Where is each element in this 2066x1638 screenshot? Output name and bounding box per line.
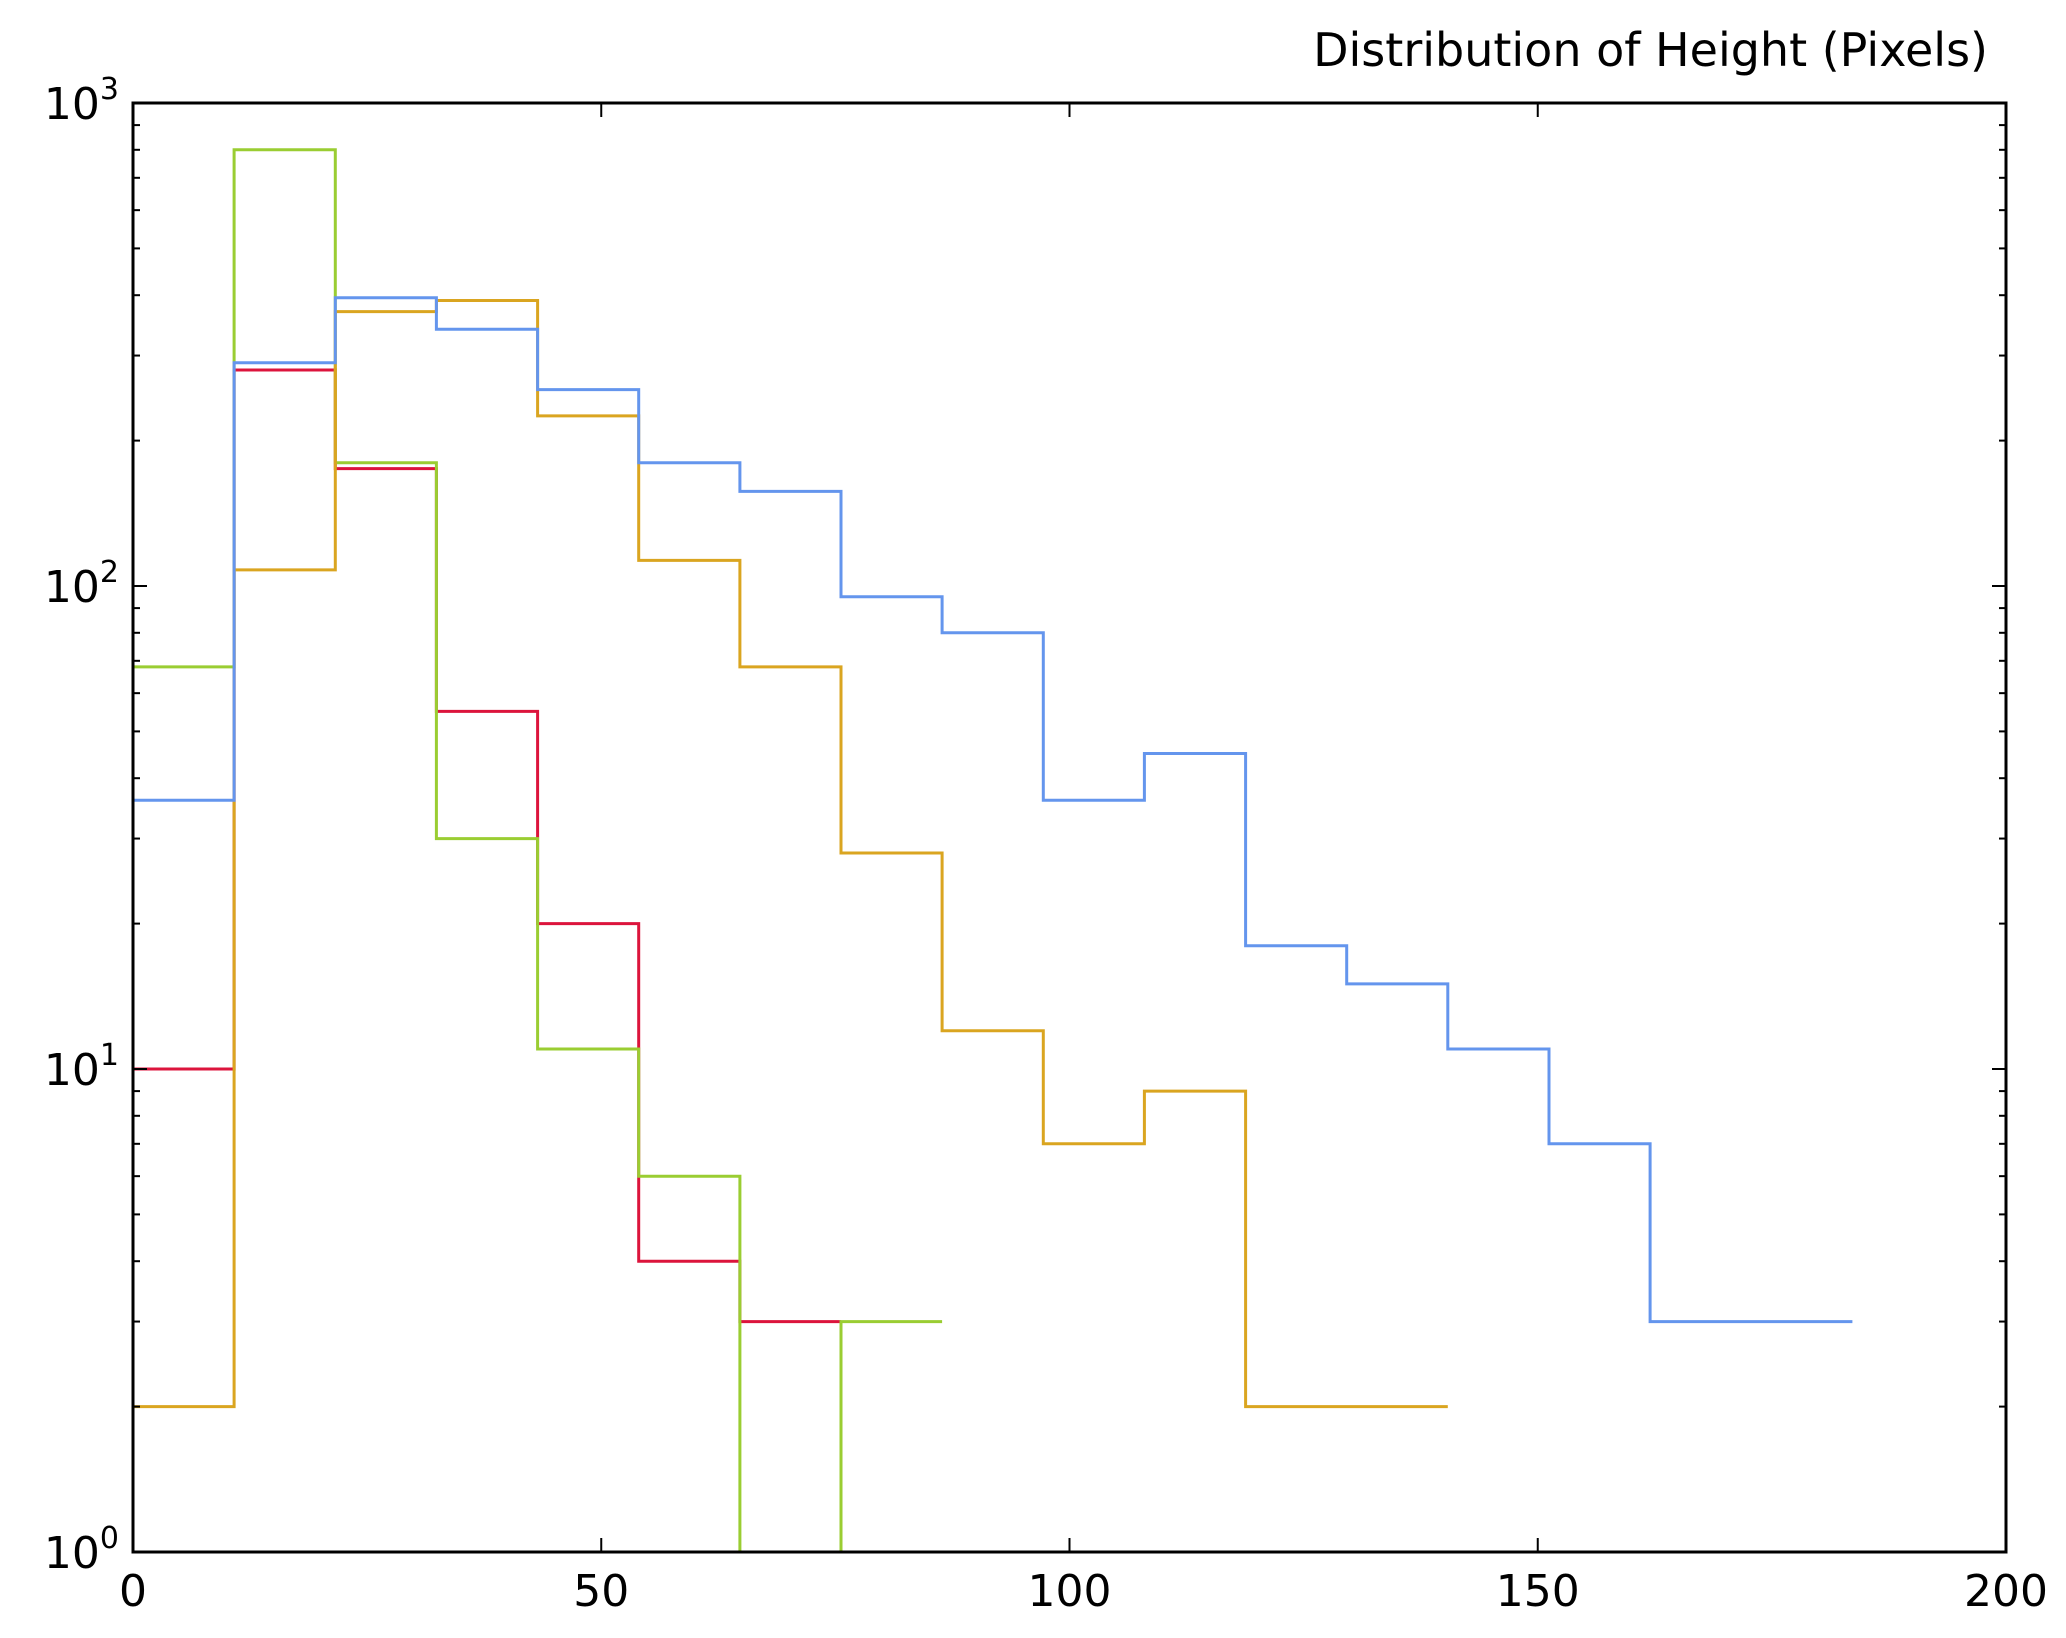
series-3-step-line: [133, 299, 1448, 1409]
series-4-step-line: [133, 296, 1853, 1324]
y-tick-label: 102: [44, 555, 119, 613]
x-tick-label: 100: [1028, 1566, 1112, 1617]
y-tick-label: 100: [44, 1521, 119, 1579]
chart-title: Distribution of Height (Pixels): [1313, 23, 1988, 77]
y-tick-label: 103: [44, 72, 119, 130]
x-tick-label: 50: [573, 1566, 629, 1617]
x-tick-label: 0: [119, 1566, 147, 1617]
tick-layer: [132, 102, 2007, 1553]
y-tick-label: 101: [44, 1038, 119, 1096]
x-tick-label: 200: [1964, 1566, 2048, 1617]
series-layer: [133, 148, 1853, 1554]
x-tick-label: 150: [1496, 1566, 1580, 1617]
tick-label-layer: 0 50 100 150 200 100 101 102 103: [44, 72, 2048, 1617]
series-1-step-line: [133, 368, 841, 1324]
plot-frame: [131, 101, 2008, 1554]
